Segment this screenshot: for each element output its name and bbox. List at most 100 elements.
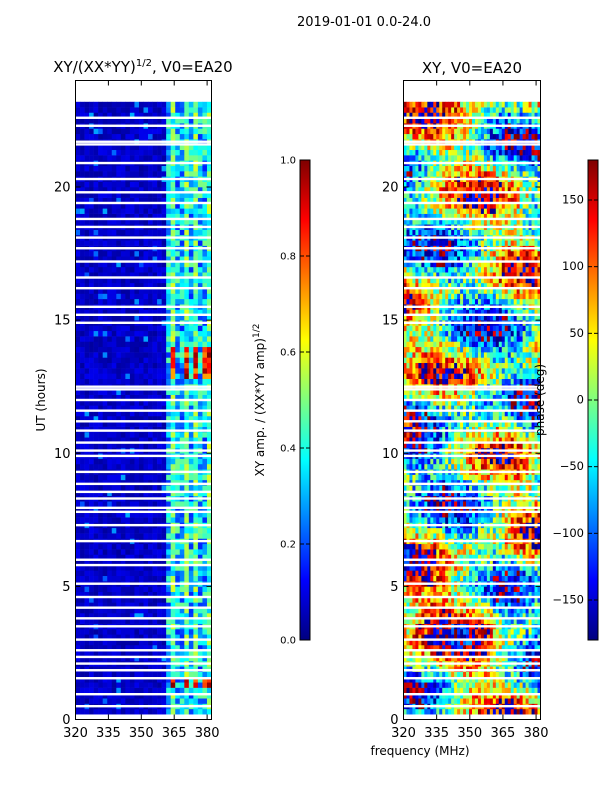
amplitude-cell <box>120 405 126 411</box>
phase-cell <box>403 639 407 646</box>
amplitude-cell <box>166 208 171 214</box>
phase-cell <box>534 591 538 598</box>
amplitude-cell <box>188 314 194 321</box>
phase-cell <box>409 692 413 699</box>
amplitude-cell <box>206 554 212 561</box>
amplitude-cell <box>193 336 199 342</box>
amplitude-cell <box>138 655 144 662</box>
amplitude-cell <box>179 437 185 443</box>
amplitude-cell <box>129 442 135 449</box>
amplitude-cell <box>166 144 171 151</box>
amplitude-cell <box>89 133 94 140</box>
amplitude-cell <box>93 240 99 246</box>
phase-cell <box>472 618 476 624</box>
phase-cell <box>492 698 497 704</box>
amplitude-cell <box>102 618 108 624</box>
amplitude-cell <box>125 527 131 534</box>
phase-cell <box>406 650 410 656</box>
amplitude-cell <box>143 570 149 577</box>
phase-cell <box>409 543 413 550</box>
amplitude-cell <box>143 266 149 273</box>
amplitude-cell <box>157 128 162 135</box>
amplitude-cell <box>152 591 158 598</box>
amplitude-cell <box>111 613 117 619</box>
phase-cell <box>472 676 476 683</box>
amplitude-cell <box>125 644 131 651</box>
phase-cell <box>486 586 491 592</box>
amplitude-cell <box>152 288 158 294</box>
amplitude-cell <box>175 288 181 294</box>
phase-cell <box>525 698 529 704</box>
amplitude-cell <box>116 511 122 518</box>
amplitude-cell <box>138 463 144 470</box>
amplitude-cell <box>75 330 81 337</box>
phase-cell <box>477 692 482 699</box>
phase-cell <box>483 639 488 646</box>
phase-cell <box>522 591 526 598</box>
phase-cell <box>436 575 440 582</box>
phase-cell <box>483 586 488 592</box>
amplitude-cell <box>188 187 194 193</box>
phase-cell <box>489 618 494 624</box>
amplitude-cell <box>161 511 167 518</box>
amplitude-cell <box>170 181 176 188</box>
amplitude-cell <box>84 293 90 300</box>
amplitude-cell <box>148 277 153 284</box>
amplitude-cell <box>75 325 81 332</box>
amplitude-cell <box>175 240 181 246</box>
amplitude-cell <box>161 171 167 177</box>
amplitude-cell <box>120 597 126 603</box>
amplitude-cell <box>98 330 103 337</box>
phase-cell <box>409 639 413 646</box>
amplitude-cell <box>111 213 117 220</box>
amplitude-cell <box>89 208 94 214</box>
amplitude-cell <box>148 394 153 401</box>
amplitude-cell <box>84 490 90 497</box>
phase-cell <box>507 698 512 704</box>
amplitude-cell <box>152 133 158 140</box>
phase-cell <box>486 554 491 561</box>
amplitude-cell <box>129 644 135 651</box>
amplitude-cell <box>125 650 131 656</box>
amplitude-cell <box>102 261 108 268</box>
amplitude-cell <box>116 282 122 289</box>
amplitude-cell <box>129 485 135 491</box>
amplitude-cell <box>84 112 90 119</box>
amplitude-cell <box>193 101 199 108</box>
phase-cell <box>522 618 526 624</box>
amplitude-cell <box>116 575 122 582</box>
phase-cell <box>409 671 413 678</box>
amplitude-cell <box>80 639 85 646</box>
amplitude-cell <box>202 485 208 491</box>
amplitude-cell <box>134 463 140 470</box>
amplitude-cell <box>166 261 171 268</box>
phase-cell <box>489 698 494 704</box>
phase-cell <box>504 565 509 571</box>
amplitude-cell <box>170 357 176 364</box>
amplitude-cell <box>170 607 176 614</box>
amplitude-cell <box>111 570 117 577</box>
amplitude-cell <box>143 490 149 497</box>
phase-cell <box>427 682 431 688</box>
amplitude-cell <box>125 687 131 694</box>
amplitude-cell <box>148 506 153 513</box>
amplitude-cell <box>84 325 90 332</box>
amplitude-cell <box>93 628 99 635</box>
amplitude-cell <box>206 415 212 422</box>
amplitude-cell <box>102 202 108 209</box>
amplitude-cell <box>175 213 181 220</box>
amplitude-cell <box>179 400 185 406</box>
amplitude-cell <box>129 314 135 321</box>
phase-cell <box>522 708 526 715</box>
amplitude-cell <box>111 591 117 598</box>
phase-cell <box>451 628 455 635</box>
amplitude-cell <box>107 458 113 465</box>
amplitude-cell <box>93 298 99 305</box>
amplitude-cell <box>188 155 194 161</box>
amplitude-cell <box>157 229 162 236</box>
amplitude-cell <box>152 325 158 332</box>
amplitude-cell <box>152 650 158 656</box>
amplitude-cell <box>193 357 199 364</box>
amplitude-cell <box>197 266 203 273</box>
phase-cell <box>472 559 476 566</box>
